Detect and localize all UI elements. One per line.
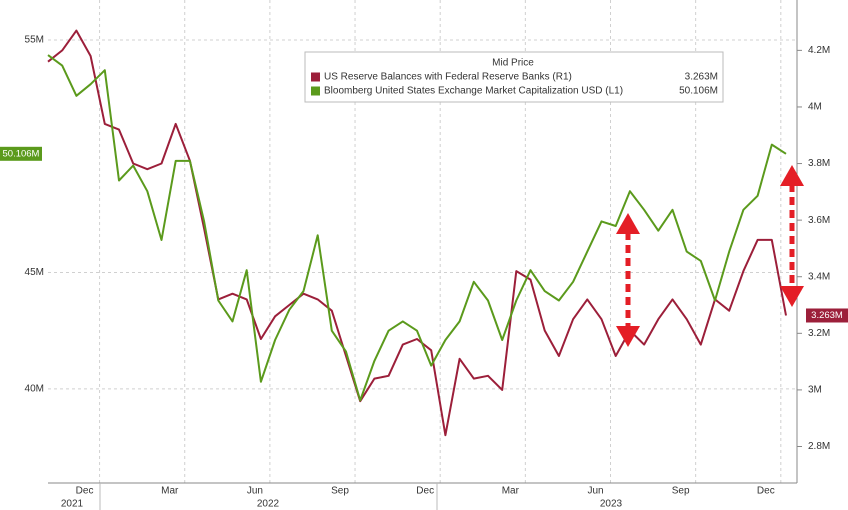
axis-value-tag (806, 308, 848, 323)
y2-tick-label: 3.8M (808, 158, 830, 169)
x-tick-label: Mar (502, 486, 520, 497)
y2-tick-label: 2.8M (808, 441, 830, 452)
x-tick-label: Dec (416, 486, 434, 497)
series-line (47, 54, 787, 402)
legend-swatch (311, 86, 320, 96)
x-group-label: 2022 (257, 499, 280, 510)
x-tick-label: Sep (672, 486, 690, 497)
x-tick-label: Dec (757, 486, 775, 497)
axis-value-tag (0, 146, 42, 161)
legend-box (304, 51, 724, 103)
x-tick-label: Mar (161, 486, 179, 497)
legend-label: US Reserve Balances with Federal Reserve… (324, 72, 572, 83)
legend-swatch (311, 72, 320, 82)
legend-value: 3.263M (685, 72, 718, 83)
x-tick-label: Sep (331, 486, 349, 497)
legend: Mid Price US Reserve Balances with Feder… (304, 51, 724, 103)
y-tick-label: 55M (25, 35, 44, 46)
x-tick-label: Jun (587, 486, 603, 497)
axis-value-tag-label: 50.106M (3, 148, 40, 159)
legend-label: Bloomberg United States Exchange Market … (324, 86, 623, 97)
lines (47, 29, 787, 437)
y2-tick-label: 4.2M (808, 45, 830, 56)
y-tick-label: 40M (25, 383, 44, 394)
y2-tick-label: 4M (808, 102, 822, 113)
legend-title: Mid Price (492, 58, 534, 69)
y2-tick-label: 3.2M (808, 328, 830, 339)
series-line (47, 29, 787, 437)
x-group-label: 2023 (600, 499, 623, 510)
x-tick-label: Jun (247, 486, 263, 497)
y-tick-label: 45M (25, 267, 44, 278)
x-tick-label: Dec (76, 486, 94, 497)
arrow-annotation (616, 165, 804, 347)
x-group-label: 2021 (61, 499, 84, 510)
y2-tick-label: 3.4M (808, 271, 830, 282)
y2-tick-label: 3.6M (808, 215, 830, 226)
y2-tick-label: 3M (808, 385, 822, 396)
axis-value-tag-label: 3.263M (811, 310, 843, 321)
legend-value: 50.106M (679, 86, 718, 97)
